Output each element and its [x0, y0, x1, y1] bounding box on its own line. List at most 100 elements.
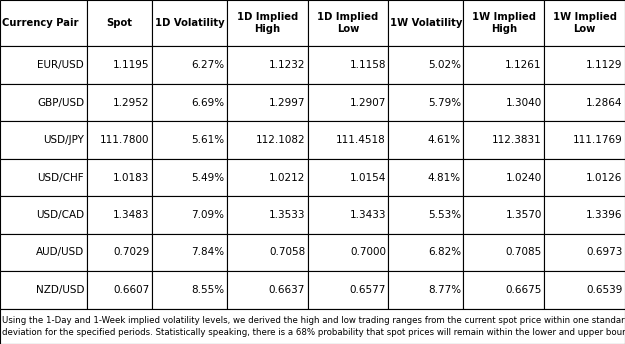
- Bar: [227, 271, 308, 309]
- Text: 1D Implied
Low: 1D Implied Low: [318, 12, 379, 34]
- Bar: [86, 0, 152, 46]
- Bar: [544, 271, 625, 309]
- Text: 1.0126: 1.0126: [586, 172, 622, 183]
- Bar: [227, 0, 308, 46]
- Bar: [308, 121, 389, 159]
- Text: 6.82%: 6.82%: [428, 247, 461, 258]
- Bar: [152, 84, 227, 121]
- Bar: [308, 159, 389, 196]
- Text: 1.2952: 1.2952: [113, 98, 149, 108]
- Bar: [308, 0, 389, 46]
- Bar: [152, 159, 227, 196]
- Bar: [464, 196, 544, 234]
- Text: 1.2997: 1.2997: [269, 98, 305, 108]
- Text: GBP/USD: GBP/USD: [37, 98, 84, 108]
- Bar: [0, 196, 86, 234]
- Bar: [0, 46, 86, 84]
- Text: 7.84%: 7.84%: [191, 247, 224, 258]
- Text: 5.02%: 5.02%: [428, 60, 461, 70]
- Bar: [389, 159, 464, 196]
- Bar: [464, 121, 544, 159]
- Text: 5.53%: 5.53%: [428, 210, 461, 220]
- Text: 1W Implied
Low: 1W Implied Low: [552, 12, 617, 34]
- Bar: [308, 234, 389, 271]
- Bar: [227, 196, 308, 234]
- Text: 0.7058: 0.7058: [269, 247, 305, 258]
- Text: 1.1261: 1.1261: [505, 60, 542, 70]
- Bar: [152, 0, 227, 46]
- Text: 1.2907: 1.2907: [349, 98, 386, 108]
- Text: 111.7800: 111.7800: [100, 135, 149, 145]
- Text: Spot: Spot: [106, 18, 132, 28]
- Text: 4.61%: 4.61%: [428, 135, 461, 145]
- Bar: [0, 84, 86, 121]
- Bar: [464, 84, 544, 121]
- Text: 1W Implied
High: 1W Implied High: [472, 12, 536, 34]
- Bar: [389, 0, 464, 46]
- Text: Using the 1-Day and 1-Week implied volatility levels, we derived the high and lo: Using the 1-Day and 1-Week implied volat…: [2, 316, 625, 337]
- Bar: [86, 159, 152, 196]
- Bar: [464, 271, 544, 309]
- Text: 1.1232: 1.1232: [269, 60, 305, 70]
- Bar: [227, 159, 308, 196]
- Text: 7.09%: 7.09%: [191, 210, 224, 220]
- Bar: [544, 234, 625, 271]
- Bar: [86, 271, 152, 309]
- Text: USD/CHF: USD/CHF: [38, 172, 84, 183]
- Bar: [464, 159, 544, 196]
- Text: 0.6675: 0.6675: [506, 285, 542, 295]
- Text: 0.7029: 0.7029: [113, 247, 149, 258]
- Text: 1D Implied
High: 1D Implied High: [237, 12, 298, 34]
- Bar: [86, 121, 152, 159]
- Text: 1D Volatility: 1D Volatility: [154, 18, 224, 28]
- Bar: [544, 84, 625, 121]
- Text: 6.27%: 6.27%: [191, 60, 224, 70]
- Text: 0.6539: 0.6539: [586, 285, 622, 295]
- Bar: [464, 0, 544, 46]
- Text: 8.55%: 8.55%: [191, 285, 224, 295]
- Bar: [308, 196, 389, 234]
- Bar: [86, 84, 152, 121]
- Text: 0.6973: 0.6973: [586, 247, 622, 258]
- Text: 0.6637: 0.6637: [269, 285, 305, 295]
- Bar: [227, 84, 308, 121]
- Bar: [464, 46, 544, 84]
- Text: 112.1082: 112.1082: [256, 135, 305, 145]
- Text: 0.7085: 0.7085: [506, 247, 542, 258]
- Bar: [86, 234, 152, 271]
- Bar: [86, 46, 152, 84]
- Text: 1.3040: 1.3040: [506, 98, 542, 108]
- Text: 1.0240: 1.0240: [506, 172, 542, 183]
- Bar: [152, 196, 227, 234]
- Text: 4.81%: 4.81%: [428, 172, 461, 183]
- Text: 0.6577: 0.6577: [349, 285, 386, 295]
- Bar: [389, 121, 464, 159]
- Bar: [0, 234, 86, 271]
- Text: 6.69%: 6.69%: [191, 98, 224, 108]
- Text: 111.1769: 111.1769: [572, 135, 622, 145]
- Text: 1.3570: 1.3570: [506, 210, 542, 220]
- Bar: [0, 309, 625, 344]
- Text: 112.3831: 112.3831: [492, 135, 542, 145]
- Text: 1.1158: 1.1158: [349, 60, 386, 70]
- Bar: [464, 234, 544, 271]
- Bar: [308, 271, 389, 309]
- Text: EUR/USD: EUR/USD: [38, 60, 84, 70]
- Text: 0.6607: 0.6607: [113, 285, 149, 295]
- Text: 0.7000: 0.7000: [350, 247, 386, 258]
- Text: USD/JPY: USD/JPY: [43, 135, 84, 145]
- Text: 8.77%: 8.77%: [428, 285, 461, 295]
- Text: 1.3433: 1.3433: [349, 210, 386, 220]
- Bar: [544, 159, 625, 196]
- Bar: [389, 196, 464, 234]
- Text: 1.3396: 1.3396: [586, 210, 622, 220]
- Text: 1.0212: 1.0212: [269, 172, 305, 183]
- Text: 1.1195: 1.1195: [113, 60, 149, 70]
- Bar: [544, 196, 625, 234]
- Bar: [0, 159, 86, 196]
- Text: 1.1129: 1.1129: [586, 60, 622, 70]
- Bar: [86, 196, 152, 234]
- Text: 1W Volatility: 1W Volatility: [390, 18, 462, 28]
- Bar: [152, 46, 227, 84]
- Text: 1.3533: 1.3533: [269, 210, 305, 220]
